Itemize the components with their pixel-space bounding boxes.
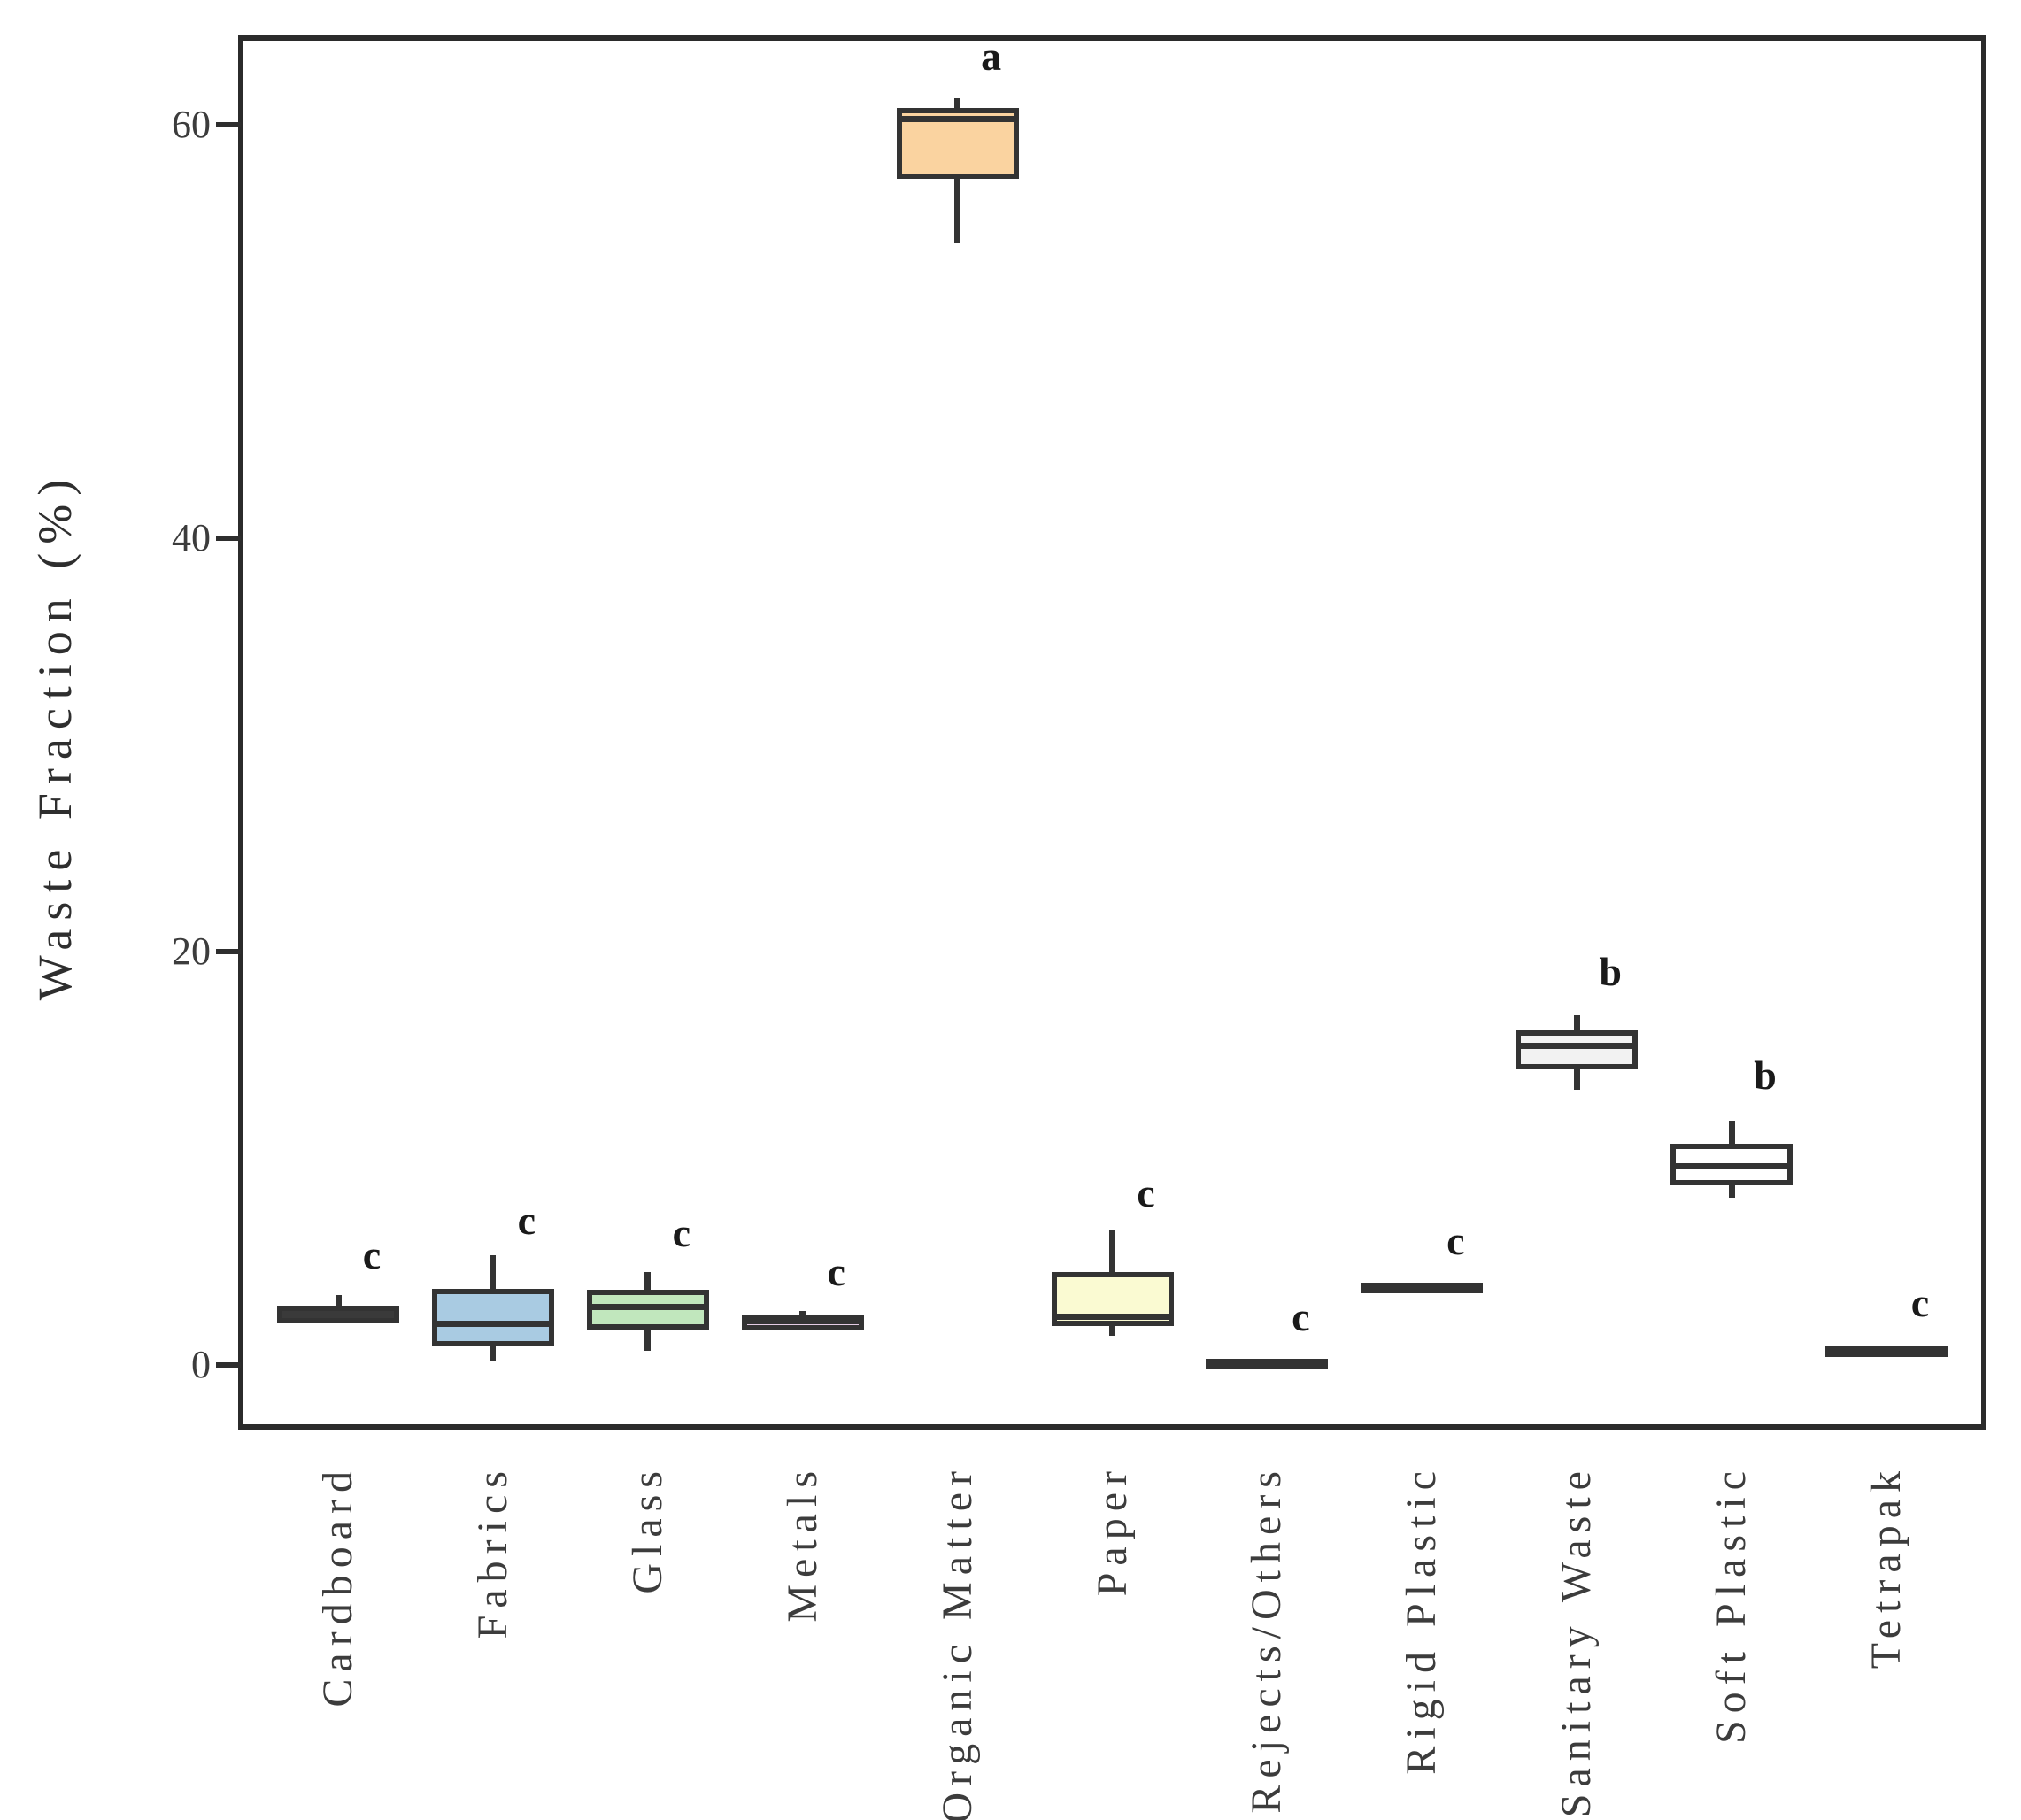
y-tick-label: 40 [172,516,211,560]
significance-letter: c [672,1209,691,1255]
box-whisker-upper [954,97,961,109]
box-median [1670,1163,1793,1170]
x-tick-label: Rigid Plastic [1398,1464,1446,1775]
box-whisker-lower [1109,1325,1115,1337]
box-fabrics [431,1288,554,1346]
significance-letter: c [362,1232,382,1278]
x-tick-label: Organic Matter [933,1464,981,1820]
y-tick-mark [216,536,241,542]
box-rejects-others [1206,1358,1329,1369]
box-whisker-upper [335,1294,342,1307]
x-tick-label: Soft Plastic [1708,1464,1755,1745]
x-tick-label: Rejects/Others [1243,1464,1291,1814]
box-whisker-upper [1109,1230,1115,1272]
y-tick-label: 0 [191,1342,211,1386]
box-sanitary-waste [1516,1030,1639,1070]
significance-letter: c [1137,1170,1155,1216]
box-whisker-upper [490,1255,497,1289]
significance-letter: b [1599,949,1622,995]
box-whisker-lower [1728,1184,1735,1198]
box-median [896,115,1019,122]
box-whisker-upper [799,1311,806,1315]
x-tick-label: Metals [778,1464,826,1623]
box-whisker-lower [1573,1069,1580,1091]
box-median [431,1320,554,1327]
box-median [1051,1313,1174,1320]
box-whisker-upper [1573,1015,1580,1030]
x-tick-label: Cardboard [314,1464,361,1708]
y-tick-label: 60 [172,103,211,147]
box-whisker-lower [954,178,961,243]
x-tick-label: Sanitary Waste [1553,1464,1601,1818]
box-rigid-plastic [1361,1282,1484,1293]
significance-letter: c [1292,1294,1310,1340]
x-tick-label: Glass [623,1464,671,1594]
box-whisker-lower [644,1330,652,1351]
y-tick-mark [216,1361,241,1368]
x-tick-label: Tetrapak [1863,1464,1909,1670]
significance-letter: c [827,1248,845,1294]
y-tick-mark [216,122,241,128]
box-whisker-upper [1728,1121,1735,1145]
box-cardboard [277,1306,399,1324]
significance-letter: c [1446,1217,1465,1263]
box-median [1516,1042,1639,1049]
plot-area [238,35,1986,1430]
x-tick-label: Fabrics [468,1464,516,1639]
x-tick-label: Paper [1088,1464,1136,1597]
box-tetrapak [1825,1346,1948,1357]
significance-letter: a [981,34,1002,79]
significance-letter: b [1754,1053,1777,1099]
box-median [741,1318,864,1325]
box-whisker-lower [490,1346,497,1362]
box-whisker-upper [644,1271,652,1290]
y-tick-mark [216,948,241,954]
significance-letter: c [1910,1279,1930,1325]
y-tick-label: 20 [172,929,211,973]
box-median [586,1304,709,1311]
significance-letter: c [517,1197,536,1243]
